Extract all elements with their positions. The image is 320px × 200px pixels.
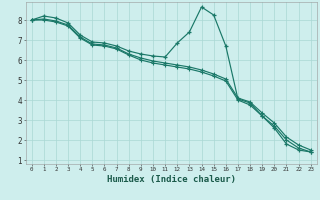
X-axis label: Humidex (Indice chaleur): Humidex (Indice chaleur) — [107, 175, 236, 184]
